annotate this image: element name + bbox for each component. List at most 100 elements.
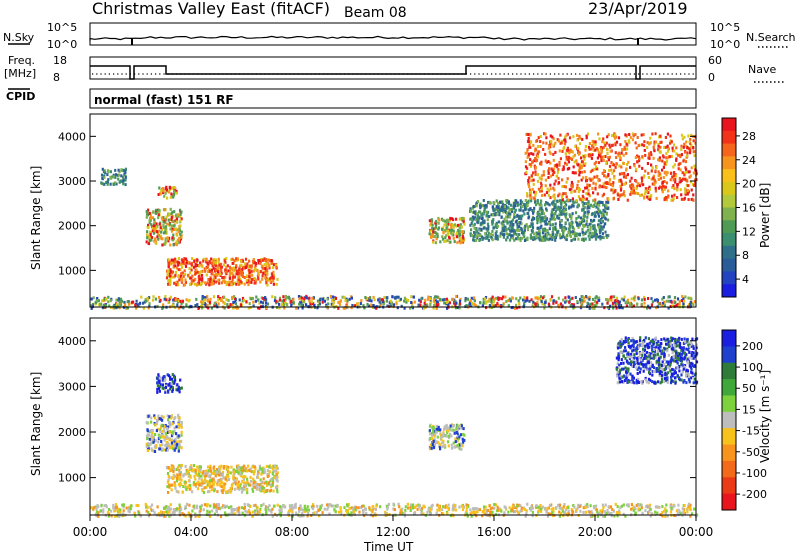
- echo-cell: [597, 212, 600, 216]
- echo-cell: [175, 425, 178, 429]
- echo-cell: [179, 268, 182, 272]
- echo-cell: [260, 467, 263, 471]
- echo-cell: [520, 204, 523, 208]
- echo-cell: [608, 181, 611, 185]
- echo-cell: [597, 219, 600, 223]
- echo-cell: [150, 437, 153, 441]
- echo-cell: [458, 299, 462, 303]
- echo-cell: [435, 430, 438, 434]
- echo-cell: [506, 235, 509, 239]
- echo-cell: [563, 225, 566, 229]
- echo-cell: [533, 190, 536, 194]
- echo-cell: [534, 199, 537, 203]
- echo-cell: [535, 154, 538, 158]
- echo-cell: [238, 487, 241, 491]
- echo-cell: [473, 222, 476, 226]
- echo-cell: [690, 143, 693, 147]
- echo-cell: [513, 202, 516, 205]
- echo-cell: [454, 440, 457, 444]
- echo-cell: [555, 300, 558, 304]
- echo-cell: [266, 483, 269, 487]
- echo-cell: [542, 296, 545, 300]
- echo-cell: [175, 489, 178, 493]
- echo-cell: [529, 194, 532, 198]
- echo-cell: [474, 239, 478, 242]
- echo-cell: [547, 302, 550, 306]
- echo-cell: [244, 469, 247, 473]
- echo-cell: [575, 232, 578, 236]
- echo-cell: [511, 296, 514, 300]
- echo-cell: [492, 213, 495, 217]
- echo-cell: [177, 274, 180, 278]
- echo-cell: [584, 197, 587, 201]
- echo-cell: [520, 217, 523, 221]
- echo-cell: [591, 297, 595, 301]
- echo-cell: [536, 173, 540, 177]
- echo-cell: [478, 234, 481, 238]
- echo-cell: [232, 266, 235, 270]
- echo-cell: [577, 195, 580, 199]
- echo-cell: [686, 360, 690, 364]
- echo-cell: [653, 142, 656, 146]
- echo-cell: [459, 223, 462, 227]
- echo-cell: [512, 232, 516, 236]
- echo-cell: [158, 417, 161, 421]
- echo-cell: [485, 205, 488, 209]
- freq-unit-label: [MHz]: [4, 67, 36, 80]
- echo-cell: [595, 167, 598, 171]
- echo-cell: [248, 468, 251, 472]
- echo-cell: [174, 378, 177, 382]
- echo-cell: [628, 357, 631, 361]
- echo-cell: [673, 174, 676, 178]
- echo-cell: [664, 378, 667, 382]
- echo-cell: [462, 236, 465, 240]
- echo-cell: [278, 302, 281, 306]
- echo-cell: [252, 472, 255, 476]
- echo-cell: [162, 376, 165, 380]
- echo-cell: [117, 298, 120, 302]
- echo-cell: [166, 485, 169, 489]
- echo-cell: [455, 295, 458, 298]
- echo-cell: [524, 299, 527, 303]
- echo-cell: [316, 299, 320, 303]
- echo-cell: [679, 188, 682, 192]
- echo-cell: [658, 149, 661, 153]
- echo-cell: [175, 388, 178, 392]
- echo-cell: [675, 303, 678, 307]
- echo-cell: [611, 184, 614, 188]
- echo-cell: [241, 275, 245, 278]
- echo-cell: [469, 209, 472, 213]
- echo-cell: [429, 297, 432, 301]
- echo-cell: [552, 236, 555, 239]
- echo-cell: [439, 436, 442, 440]
- echo-cell: [481, 212, 484, 216]
- echo-cell: [167, 478, 170, 482]
- echo-cell: [180, 265, 184, 269]
- echo-cell: [619, 184, 622, 188]
- echo-cell: [538, 203, 541, 207]
- echo-cell: [671, 356, 674, 360]
- echo-cell: [154, 297, 157, 301]
- echo-cell: [614, 299, 617, 303]
- echo-cell: [564, 152, 567, 156]
- echo-cell: [158, 295, 161, 299]
- echo-cell: [156, 304, 159, 308]
- echo-cell: [434, 241, 438, 245]
- echo-cell: [551, 223, 555, 227]
- echo-cell: [168, 236, 171, 240]
- echo-cell: [664, 185, 667, 189]
- echo-cell: [688, 375, 691, 379]
- echo-cell: [388, 304, 391, 308]
- echo-cell: [493, 297, 496, 301]
- echo-cell: [628, 133, 631, 136]
- echo-cell: [114, 175, 117, 179]
- echo-cell: [206, 480, 209, 484]
- echo-cell: [552, 200, 555, 204]
- echo-cell: [496, 206, 499, 210]
- colorbar-swatch: [722, 169, 736, 183]
- echo-cell: [651, 348, 654, 351]
- echo-cell: [688, 356, 691, 360]
- echo-cell: [694, 168, 697, 172]
- echo-cell: [556, 165, 559, 169]
